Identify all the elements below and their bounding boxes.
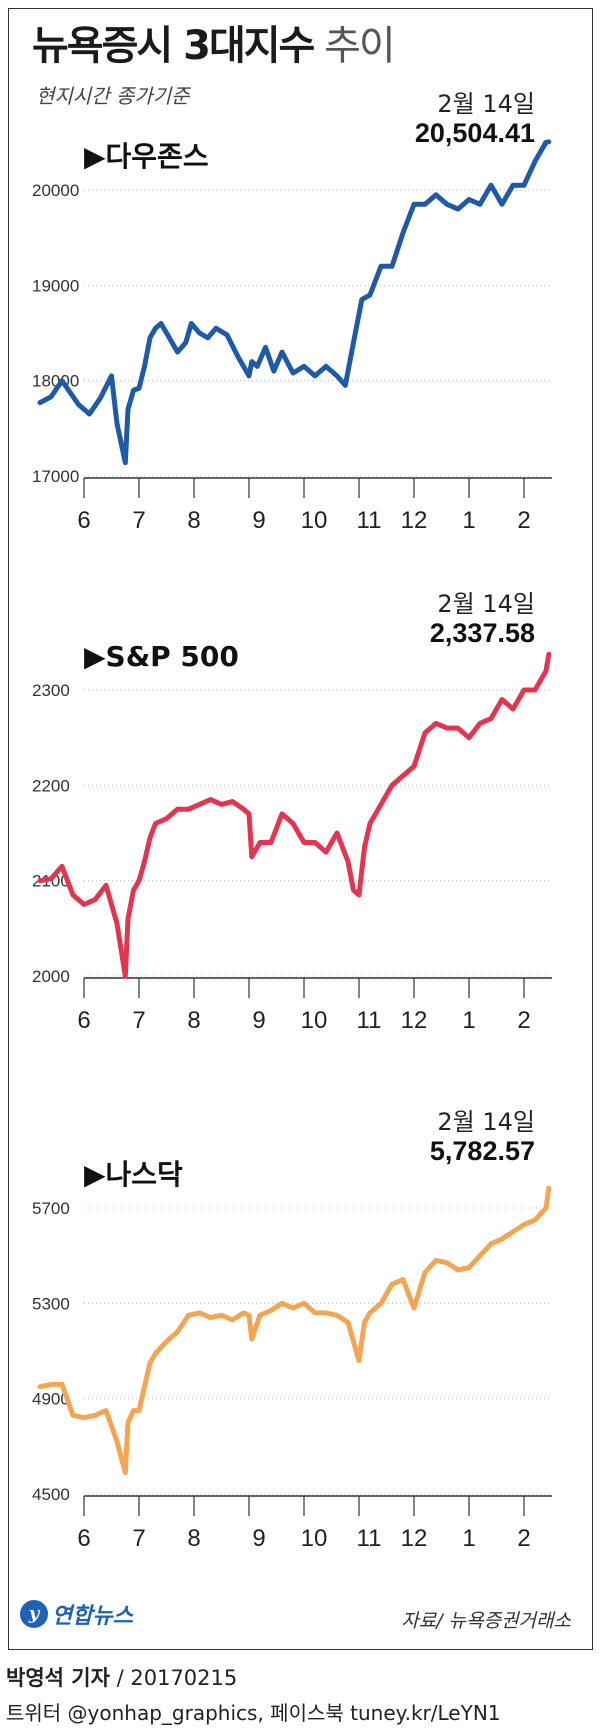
sp500-x-tick-label: 7 (132, 1007, 145, 1034)
nasdaq-x-tick-label: 8 (187, 1525, 200, 1552)
sp500-series-line (37, 651, 552, 979)
page-subtitle: 현지시간 종가기준 (36, 84, 190, 108)
dow-x-tick-label: 8 (187, 507, 200, 534)
sp500-x-tick-label: 8 (187, 1007, 200, 1034)
nasdaq-x-tick-label: 1 (462, 1525, 475, 1552)
sp500-x-tick-label: 2 (517, 1007, 530, 1034)
sp500-x-tick-label: 10 (301, 1007, 328, 1034)
nasdaq-x-tick-label: 7 (132, 1525, 145, 1552)
nasdaq-x-tick-label: 11 (357, 1525, 382, 1552)
page-title: 뉴욕증시 3대지수 추이 (32, 22, 396, 70)
sp500-x-tick-label: 12 (401, 1007, 428, 1034)
nasdaq-series-line (37, 1185, 552, 1476)
nasdaq-x-tick-label: 10 (301, 1525, 328, 1552)
dow-x-tick-label: 2 (517, 507, 530, 534)
nasdaq-x-tick-label: 2 (517, 1525, 530, 1552)
dow-y-tick-label: 20000 (32, 181, 79, 200)
sp500-y-tick-label: 2000 (32, 967, 70, 986)
dow-x-tick-label: 7 (132, 507, 145, 534)
nasdaq-y-tick-label: 5700 (32, 1199, 70, 1218)
nasdaq-annotation-date: 2월 14일 (437, 1108, 535, 1136)
dow-annotation-value: 20,504.41 (415, 118, 535, 148)
dow-x-tick-label: 12 (401, 507, 428, 534)
sp500-x-tick-label: 6 (77, 1007, 90, 1034)
logo-mark-icon: y (20, 1600, 48, 1628)
nasdaq-annotation-value: 5,782.57 (430, 1136, 535, 1166)
source-note: 자료/ 뉴욕증권거래소 (401, 1610, 571, 1632)
dow-y-tick-label: 19000 (32, 276, 79, 295)
reporter-name: 박영석 기자 (6, 1666, 110, 1690)
sp500-annotation-value: 2,337.58 (430, 618, 535, 648)
dow-series-line (37, 139, 552, 466)
nasdaq-x-tick-label: 9 (252, 1525, 265, 1552)
nasdaq-chart-title: ▶나스닥 (84, 1158, 183, 1191)
nasdaq-y-tick-label: 4900 (32, 1390, 70, 1409)
sp500-annotation-date: 2월 14일 (437, 590, 535, 618)
title-suffix: 추이 (324, 23, 396, 69)
sp500-y-tick-label: 2200 (32, 776, 70, 795)
reporter-line: 박영석 기자 / 20170215 (6, 1662, 237, 1692)
dow-y-tick-label: 17000 (32, 467, 79, 486)
sp500-chart-title: ▶S&P 500 (84, 640, 239, 673)
dow-x-tick-label: 1 (462, 507, 475, 534)
sp500-x-tick-label: 11 (357, 1007, 382, 1034)
sp500-y-tick-label: 2300 (32, 681, 70, 700)
sp500-x-tick-label: 1 (462, 1007, 475, 1034)
sp500-x-tick-label: 9 (252, 1007, 265, 1034)
nasdaq-y-tick-label: 4500 (32, 1485, 70, 1504)
nasdaq-y-tick-label: 5300 (32, 1294, 70, 1313)
dow-x-tick-label: 6 (77, 507, 90, 534)
dow-annotation-date: 2월 14일 (437, 90, 535, 118)
dow-x-tick-label: 10 (301, 507, 328, 534)
reporter-date: / 20170215 (116, 1666, 238, 1690)
dow-x-tick-label: 9 (252, 507, 265, 534)
title-main: 뉴욕증시 3대지수 (32, 23, 315, 69)
social-links: 트위터 @yonhap_graphics, 페이스북 tuney.kr/LeYN… (6, 1701, 501, 1725)
nasdaq-x-tick-label: 6 (77, 1525, 90, 1552)
nasdaq-x-tick-label: 12 (401, 1525, 428, 1552)
dow-chart-title: ▶다우존스 (84, 140, 209, 173)
yonhap-logo: y 연합뉴스 (20, 1598, 133, 1630)
dow-x-tick-label: 11 (357, 507, 382, 534)
logo-text: 연합뉴스 (52, 1604, 133, 1629)
figure-frame (8, 8, 593, 1650)
